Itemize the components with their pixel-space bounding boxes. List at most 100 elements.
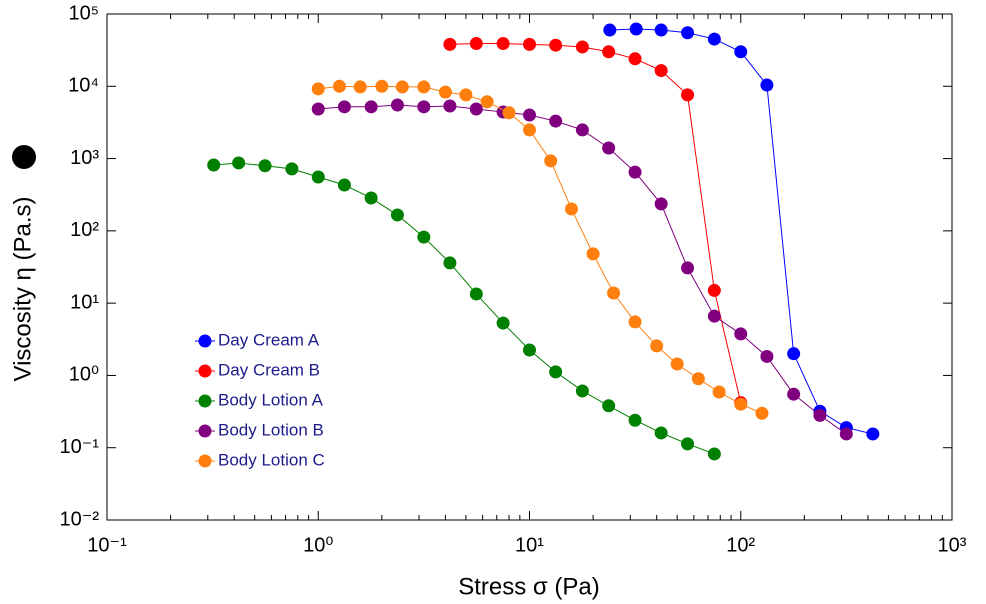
legend-label: Day Cream B xyxy=(218,360,320,379)
data-point xyxy=(311,102,325,116)
data-point xyxy=(603,23,617,37)
data-point xyxy=(681,26,695,40)
data-point xyxy=(337,178,351,192)
data-point xyxy=(353,80,367,94)
x-axis-label: Stress σ (Pa) xyxy=(458,573,600,600)
data-point xyxy=(734,45,748,59)
data-point xyxy=(602,141,616,155)
data-point xyxy=(707,32,721,46)
data-point xyxy=(258,159,272,173)
data-point xyxy=(417,230,431,244)
data-point xyxy=(707,447,721,461)
data-point xyxy=(549,114,563,128)
y-tick-label: 10⁰ xyxy=(69,364,99,386)
data-point xyxy=(332,79,346,93)
data-point xyxy=(502,106,516,120)
y-tick-label: 10⁴ xyxy=(68,75,99,97)
data-point xyxy=(691,372,705,386)
data-point xyxy=(395,80,409,94)
data-point xyxy=(734,397,748,411)
data-point xyxy=(839,427,853,441)
y-tick-label: 10¹ xyxy=(70,291,99,313)
legend-marker xyxy=(198,454,212,468)
data-point xyxy=(654,23,668,37)
data-point xyxy=(628,52,642,66)
data-point xyxy=(707,283,721,297)
x-tick-label: 10⁻¹ xyxy=(87,534,127,556)
data-point xyxy=(232,156,246,170)
data-point xyxy=(523,123,536,137)
data-point xyxy=(523,108,536,122)
data-point xyxy=(459,88,473,102)
data-point xyxy=(654,197,668,211)
x-tick-label: 10⁰ xyxy=(303,534,333,556)
series-line xyxy=(318,85,763,414)
data-point xyxy=(670,357,684,371)
y-axis-marker-symbol xyxy=(12,145,36,169)
data-point xyxy=(417,80,431,94)
data-point xyxy=(390,98,404,112)
y-axis-label: Viscosity η (Pa.s) xyxy=(9,197,36,382)
data-point xyxy=(469,37,483,51)
data-point xyxy=(650,339,664,353)
data-point xyxy=(628,413,642,427)
data-point xyxy=(813,408,827,422)
legend-label: Body Lotion C xyxy=(218,450,325,469)
series-line xyxy=(609,28,873,435)
data-point xyxy=(285,162,299,176)
data-point xyxy=(712,385,726,399)
data-point xyxy=(375,79,389,93)
data-point xyxy=(564,202,578,216)
data-point xyxy=(523,343,536,357)
y-tick-label: 10⁻¹ xyxy=(60,436,100,458)
legend-marker xyxy=(198,364,212,378)
y-tick-label: 10² xyxy=(70,219,99,241)
data-point xyxy=(575,384,589,398)
data-point xyxy=(443,37,457,51)
data-point xyxy=(602,45,616,59)
data-point xyxy=(602,399,616,413)
legend-marker xyxy=(198,424,212,438)
data-point xyxy=(390,208,404,222)
data-point xyxy=(760,349,774,363)
data-point xyxy=(628,165,642,179)
data-point xyxy=(787,347,801,361)
data-point xyxy=(760,78,774,92)
data-point xyxy=(480,95,494,109)
y-tick-label: 10³ xyxy=(70,147,99,169)
data-point xyxy=(496,316,510,330)
data-point xyxy=(417,100,431,114)
data-point xyxy=(681,261,695,275)
data-point xyxy=(787,387,801,401)
data-point xyxy=(707,309,721,323)
legend-label: Body Lotion A xyxy=(218,390,324,409)
data-point xyxy=(654,64,668,78)
x-tick-label: 10³ xyxy=(938,534,967,556)
x-tick-label: 10¹ xyxy=(515,534,544,556)
data-point xyxy=(544,154,558,168)
data-point xyxy=(438,85,452,99)
data-point xyxy=(469,102,483,116)
data-point xyxy=(364,100,378,114)
data-point xyxy=(628,315,642,329)
legend-label: Body Lotion B xyxy=(218,420,324,439)
x-tick-label: 10² xyxy=(726,534,755,556)
data-point xyxy=(734,327,748,341)
data-point xyxy=(496,37,510,51)
y-tick-label: 10⁻² xyxy=(60,508,100,530)
data-point xyxy=(311,170,325,184)
data-point xyxy=(337,100,351,114)
data-point xyxy=(549,38,563,52)
data-point xyxy=(469,287,483,301)
series-line xyxy=(449,43,742,403)
data-point xyxy=(523,37,536,51)
series-line xyxy=(213,162,715,455)
data-point xyxy=(681,437,695,451)
legend-marker xyxy=(198,394,212,408)
plot-frame xyxy=(106,13,953,521)
data-point xyxy=(575,40,589,54)
data-point xyxy=(207,158,221,172)
data-point xyxy=(629,22,643,36)
data-point xyxy=(681,88,695,102)
